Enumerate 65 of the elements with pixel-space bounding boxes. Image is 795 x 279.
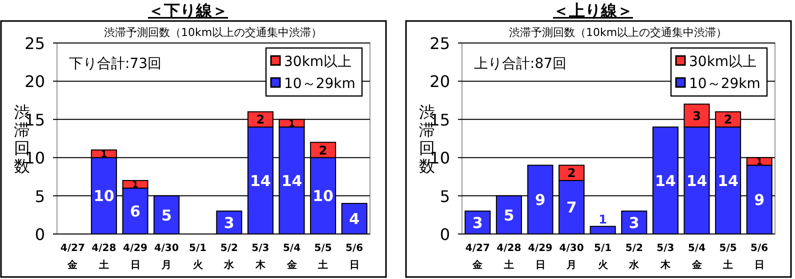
y-tick-label: 20	[24, 72, 45, 92]
legend-label: 10～29km	[689, 76, 760, 92]
x-tick-label: 5/4 金	[688, 243, 706, 271]
data-label: 4	[349, 210, 360, 228]
chart-title: ＜上り線＞	[553, 1, 633, 20]
data-label: 2	[567, 166, 576, 180]
legend-label: 30km以上	[284, 54, 352, 70]
x-tick-label: 4/29 日	[122, 243, 148, 271]
x-tick-label: 5/2 水	[625, 243, 643, 271]
data-label: 1	[756, 158, 762, 168]
data-label: 10	[312, 187, 334, 206]
y-tick-label: 0	[440, 225, 450, 244]
x-tick-label: 4/30 月	[559, 243, 584, 271]
x-tick-label: 5/4 金	[282, 243, 301, 271]
data-label: 9	[754, 191, 765, 210]
y-tick-label: 25	[24, 34, 45, 53]
data-label: 1	[132, 180, 138, 191]
data-label: 7	[566, 198, 577, 217]
x-tick-label: 5/3 木	[656, 243, 674, 271]
data-label: 1	[288, 119, 295, 130]
data-label: 14	[655, 172, 676, 190]
data-label: 14	[686, 172, 708, 190]
x-tick-label: 5/6 日	[750, 243, 768, 271]
data-label: 1	[100, 150, 108, 160]
y-tick-label: 20	[430, 72, 450, 92]
x-tick-label: 4/28 土	[92, 243, 116, 271]
data-label: 9	[535, 191, 546, 210]
y-tick-label: 0	[34, 225, 45, 244]
data-label: 14	[250, 172, 271, 190]
x-tick-label: 5/1 火	[594, 243, 612, 271]
x-tick-label: 5/1 火	[189, 243, 207, 271]
x-tick-label: 4/27 金	[60, 243, 85, 271]
x-tick-label: 5/5 土	[314, 243, 332, 271]
data-label: 10	[94, 187, 114, 206]
y-tick-label: 25	[430, 34, 450, 53]
y-tick-label: 5	[440, 186, 450, 206]
y-tick-label: 5	[34, 186, 45, 206]
x-tick-label: 5/2 水	[220, 243, 238, 271]
data-label: 2	[318, 143, 328, 158]
x-tick-label: 5/3 木	[252, 243, 270, 271]
annotation: 上り合計:87回	[474, 56, 567, 72]
chart-subtitle: 渋滞予測回数（10km以上の交通集中渋滞）	[508, 26, 728, 39]
chart-subtitle: 渋滞予測回数（10km以上の交通集中渋滞）	[104, 26, 322, 39]
x-tick-label: 5/5 土	[719, 243, 737, 271]
data-label: 5	[504, 206, 514, 224]
data-label: 3	[224, 214, 234, 232]
annotation: 下り合計:73回	[69, 56, 162, 72]
legend-label: 30km以上	[689, 54, 757, 70]
data-label: 3	[472, 214, 483, 232]
data-label: 3	[692, 108, 701, 123]
data-label: 3	[628, 214, 640, 232]
data-label: 14	[718, 172, 738, 190]
data-label: 5	[161, 206, 172, 224]
data-label: 2	[256, 112, 265, 127]
data-label: 6	[130, 202, 140, 220]
x-tick-label: 4/28 土	[496, 243, 522, 271]
data-label: 2	[724, 112, 732, 127]
x-tick-label: 5/6 日	[346, 243, 364, 271]
chart-title: ＜下り線＞	[148, 1, 228, 20]
legend-label: 10～29km	[284, 76, 356, 92]
x-tick-label: 4/30 月	[154, 243, 179, 271]
data-label: 1	[598, 212, 608, 226]
x-tick-label: 4/27 金	[465, 243, 490, 271]
data-label: 14	[281, 172, 302, 190]
x-tick-label: 4/29 日	[528, 243, 553, 271]
